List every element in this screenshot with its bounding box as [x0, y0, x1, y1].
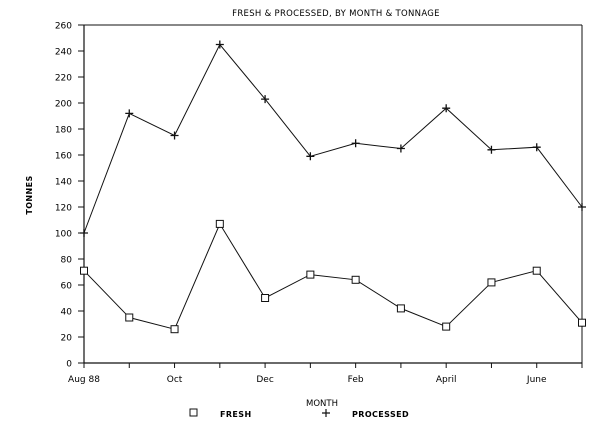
- y-tick-label: 100: [55, 230, 72, 240]
- square-marker-icon: [306, 270, 315, 279]
- y-axis-ticks: 0 20 40 60 80 100 120 140 160 180 200 220 240 260: [55, 22, 84, 370]
- plus-marker-icon: [306, 152, 315, 161]
- plus-marker-icon: [487, 145, 496, 154]
- square-marker-icon: [125, 313, 134, 322]
- square-marker-icon: [261, 294, 270, 302]
- y-tick-label: 160: [55, 152, 72, 162]
- series-line-processed: [83, 43, 583, 234]
- y-tick-label: 40: [61, 308, 73, 318]
- legend-plus-icon: [322, 409, 330, 417]
- y-tick-label: 180: [55, 126, 72, 136]
- chart-title: FRESH & PROCESSED, BY MONTH & TONNAGE: [232, 9, 440, 19]
- y-tick-label: 220: [55, 74, 72, 84]
- legend-square-icon: [189, 408, 198, 417]
- x-tick-label: Feb: [348, 375, 364, 385]
- square-marker-icon: [80, 266, 88, 275]
- square-marker-icon: [351, 275, 360, 284]
- plus-marker-icon: [578, 203, 586, 211]
- y-tick-label: 80: [61, 256, 73, 266]
- plus-marker-icon: [215, 40, 224, 49]
- plus-marker-icon: [532, 143, 541, 152]
- y-tick-label: 120: [55, 204, 72, 214]
- y-tick-label: 140: [55, 178, 72, 188]
- x-tick-label: Aug 88: [68, 375, 100, 385]
- plus-marker-icon: [351, 139, 360, 148]
- square-marker-icon: [578, 318, 586, 327]
- legend-label-fresh: FRESH: [220, 410, 252, 419]
- x-axis-label: MONTH: [306, 399, 338, 409]
- plus-marker-icon: [396, 144, 405, 153]
- square-marker-icon: [487, 278, 496, 287]
- x-axis-ticks: Aug 88 Oct Dec Feb April June: [68, 363, 583, 385]
- y-tick-label: 260: [55, 22, 72, 32]
- square-marker-icon: [442, 322, 451, 331]
- plus-marker-icon: [170, 131, 179, 140]
- square-marker-icon: [215, 219, 224, 228]
- y-tick-label: 200: [55, 100, 72, 110]
- y-tick-label: 60: [61, 282, 73, 292]
- y-tick-label: 0: [66, 360, 72, 370]
- y-tick-label: 240: [55, 48, 72, 58]
- x-tick-label: Dec: [256, 375, 273, 385]
- data-series: [80, 40, 586, 334]
- square-marker-icon: [170, 325, 179, 334]
- square-marker-icon: [532, 266, 541, 275]
- square-marker-icon: [396, 304, 405, 313]
- y-tick-label: 20: [61, 334, 73, 344]
- plus-marker-icon: [125, 109, 134, 118]
- plus-marker-icon: [261, 95, 270, 104]
- plus-marker-icon: [80, 229, 88, 237]
- plot-axes: [83, 24, 583, 364]
- y-axis-label: TONNES: [25, 175, 34, 214]
- legend: FRESH PROCESSED: [189, 408, 409, 419]
- plus-marker-icon: [442, 104, 451, 113]
- x-tick-label: April: [436, 375, 457, 385]
- x-tick-label: Oct: [167, 375, 183, 385]
- x-tick-label: June: [526, 375, 547, 385]
- legend-label-processed: PROCESSED: [352, 410, 409, 419]
- series-line-fresh: [83, 222, 583, 330]
